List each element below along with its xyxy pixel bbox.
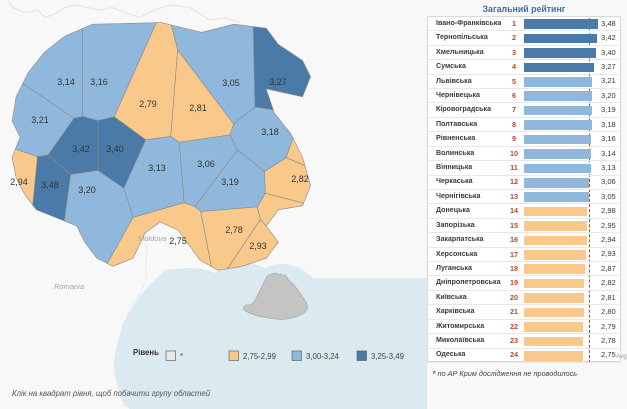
svg-text:3,48: 3,48 (41, 180, 59, 190)
svg-text:Ukraine: Ukraine (178, 151, 216, 163)
svg-text:3,18: 3,18 (261, 127, 279, 137)
svg-text:3,20: 3,20 (78, 185, 96, 195)
svg-text:3,13: 3,13 (148, 163, 166, 173)
svg-text:2,75-2,99: 2,75-2,99 (243, 352, 276, 361)
svg-text:3,19: 3,19 (221, 177, 239, 187)
svg-text:2,75: 2,75 (169, 236, 187, 246)
svg-text:3,25-3,49: 3,25-3,49 (371, 352, 404, 361)
svg-text:3,42: 3,42 (72, 144, 90, 154)
svg-text:*: * (180, 352, 183, 361)
svg-text:Клік на квадрат рівня, щоб поб: Клік на квадрат рівня, щоб побачити груп… (12, 389, 211, 398)
svg-text:Рівень: Рівень (133, 348, 159, 357)
svg-text:3,00-3,24: 3,00-3,24 (306, 352, 340, 361)
svg-text:2,78: 2,78 (225, 225, 243, 235)
svg-text:2,93: 2,93 (249, 241, 267, 251)
svg-text:3,21: 3,21 (31, 115, 49, 125)
svg-text:3,05: 3,05 (222, 78, 240, 88)
svg-text:Romania: Romania (54, 282, 84, 291)
svg-text:2,94: 2,94 (10, 177, 28, 187)
svg-text:3,14: 3,14 (57, 77, 75, 87)
svg-text:2,81: 2,81 (189, 103, 207, 113)
svg-text:2,82: 2,82 (291, 174, 309, 184)
svg-text:2,79: 2,79 (139, 99, 157, 109)
svg-text:3,27: 3,27 (269, 77, 287, 87)
svg-text:3,40: 3,40 (106, 144, 124, 154)
svg-text:Moldova: Moldova (138, 234, 166, 243)
svg-text:3,16: 3,16 (90, 77, 108, 87)
